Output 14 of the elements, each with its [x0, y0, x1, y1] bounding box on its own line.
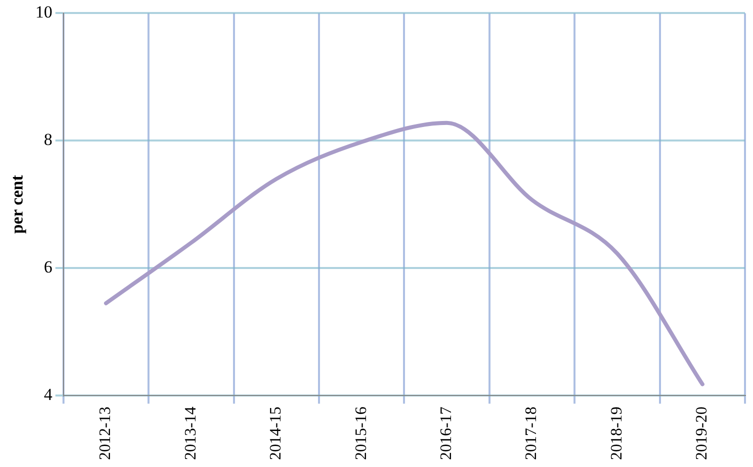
x-tick-label: 2018-19 [608, 406, 626, 460]
x-tick-label: 2019-20 [694, 406, 711, 460]
x-tick-label: 2014-15 [268, 406, 285, 460]
x-tick-label: 2013-14 [182, 406, 200, 460]
y-axis-title: per cent [8, 174, 27, 234]
x-tick-label: 2012-13 [97, 406, 114, 460]
x-tick-label: 2016-17 [438, 406, 456, 460]
x-tick-label: 2017-18 [523, 406, 540, 460]
y-tick-label: 4 [44, 385, 53, 404]
y-tick-label: 8 [44, 130, 52, 150]
line-series [104, 120, 704, 386]
x-tick-label: 2015-16 [352, 406, 370, 460]
y-tick-label: 10 [35, 2, 52, 22]
y-tick-label: 6 [44, 258, 52, 277]
